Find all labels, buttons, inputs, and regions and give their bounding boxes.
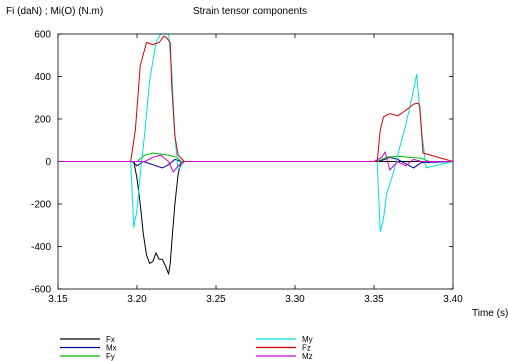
x-tick-label: 3.30 [285, 294, 305, 305]
x-tick-label: 3.15 [48, 294, 68, 305]
y-tick-label: -200 [31, 200, 51, 211]
legend-label: Fy [106, 352, 115, 361]
plot-frame [57, 33, 454, 290]
series-line-fx [58, 161, 453, 275]
chart-title: Strain tensor components [193, 6, 307, 17]
series-line-fz [58, 35, 454, 162]
y-tick-label: 400 [34, 72, 51, 83]
legend-label: Fz [302, 344, 311, 353]
legend-label: My [302, 335, 313, 344]
y-tick-label: -400 [31, 242, 51, 253]
series-line-mz [58, 151, 453, 173]
x-tick-label: 3.20 [127, 294, 147, 305]
y-tick-label: 200 [34, 115, 51, 126]
y-tick-label: 0 [45, 157, 51, 168]
x-axis-label: Time (s) [472, 308, 508, 319]
y-tick-label: 600 [34, 30, 51, 41]
x-tick-label: 3.35 [364, 294, 384, 305]
y-tick-label: -600 [31, 285, 51, 296]
legend-label: Fx [106, 335, 115, 344]
x-tick-label: 3.25 [206, 294, 226, 305]
legend-label: Mx [106, 344, 117, 353]
y-axis-label: Fi (daN) ; Mi(O) (N.m) [6, 6, 103, 17]
series-line-fy [58, 152, 453, 162]
x-tick-label: 3.40 [443, 294, 463, 305]
series-line-my [58, 33, 454, 233]
legend-label: Mz [302, 352, 313, 361]
